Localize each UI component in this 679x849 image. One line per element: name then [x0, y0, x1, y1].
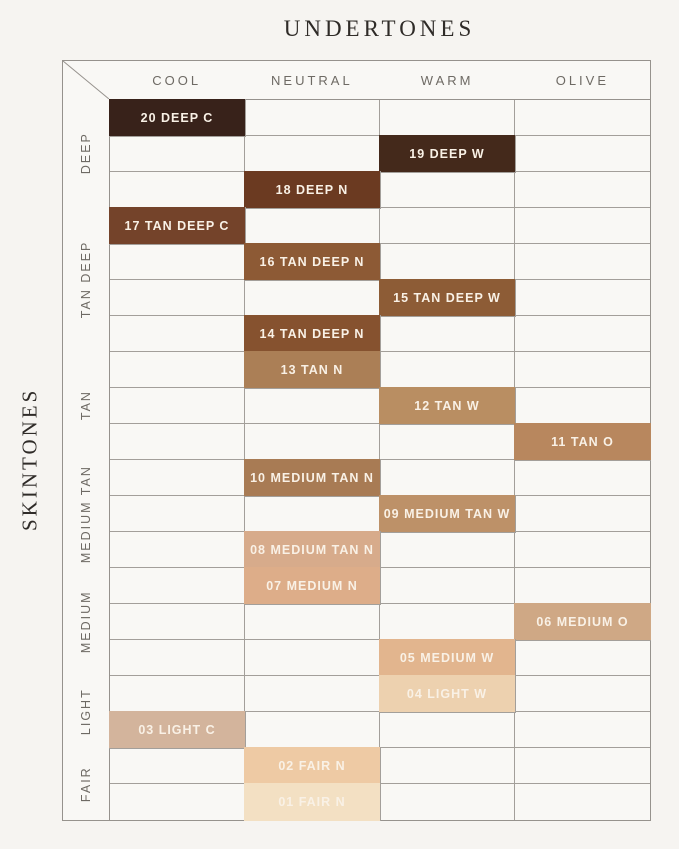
empty-cell [515, 352, 650, 388]
shade-cell-12-tan-w: 12 TAN W [379, 387, 516, 425]
empty-cell [380, 748, 515, 784]
empty-cell [380, 352, 515, 388]
empty-cell [380, 604, 515, 640]
empty-cell [110, 604, 245, 640]
empty-cell [110, 568, 245, 604]
empty-cell [245, 388, 380, 424]
empty-cell [515, 316, 650, 352]
empty-cell [515, 388, 650, 424]
shade-cell-05-medium-w: 05 MEDIUM W [379, 639, 516, 677]
shade-cell-20-deep-c: 20 DEEP C [109, 99, 246, 137]
shade-cell-17-tan-deep-c: 17 TAN DEEP C [109, 207, 246, 245]
empty-cell [515, 460, 650, 496]
shade-cell-matrix: 20 DEEP C 19 DEEP W 18 DEEP N 17 TAN DEEP C… [109, 99, 651, 821]
skintone-group-medium-tan: MEDIUM TAN [79, 464, 93, 563]
empty-cell [380, 244, 515, 280]
shade-cell-07-medium-n: 07 MEDIUM N [244, 567, 381, 605]
empty-cell [110, 136, 245, 172]
empty-cell [110, 532, 245, 568]
shade-cell-18-deep-n: 18 DEEP N [244, 171, 381, 209]
empty-cell [380, 100, 515, 136]
empty-cell [110, 748, 245, 784]
empty-cell [110, 496, 245, 532]
empty-cell [110, 640, 245, 676]
shade-cell-06-medium-o: 06 MEDIUM O [514, 603, 651, 641]
empty-cell [515, 640, 650, 676]
empty-cell [110, 280, 245, 316]
empty-cell [245, 208, 380, 244]
empty-cell [515, 244, 650, 280]
empty-cell [515, 676, 650, 712]
skintone-group-deep: DEEP [79, 132, 93, 175]
empty-cell [380, 172, 515, 208]
shade-grid: COOL NEUTRAL WARM OLIVE DEEP TAN DEEP TAN MEDI… [62, 60, 651, 821]
skintone-group-tan: TAN [79, 390, 93, 421]
undertone-header-row: COOL NEUTRAL WARM OLIVE [109, 61, 650, 99]
undertone-header-olive: OLIVE [555, 72, 610, 88]
empty-cell [380, 208, 515, 244]
shade-cell-13-tan-n: 13 TAN N [244, 351, 381, 389]
empty-cell [515, 568, 650, 604]
corner-diagonal-line [63, 61, 109, 99]
empty-cell [380, 424, 515, 460]
empty-cell [245, 676, 380, 712]
empty-cell [380, 712, 515, 748]
empty-cell [110, 424, 245, 460]
shade-cell-01-fair-n: 01 FAIR N [244, 783, 381, 821]
empty-cell [110, 460, 245, 496]
shade-cell-08-medium-tan-n: 08 MEDIUM TAN N [244, 531, 381, 569]
skintone-group-medium: MEDIUM [79, 590, 93, 654]
undertone-header-neutral: NEUTRAL [271, 72, 353, 88]
empty-cell [515, 208, 650, 244]
empty-cell [380, 532, 515, 568]
shade-cell-03-light-c: 03 LIGHT C [109, 711, 246, 749]
shade-cell-19-deep-w: 19 DEEP W [379, 135, 516, 173]
empty-cell [515, 748, 650, 784]
empty-cell [110, 352, 245, 388]
empty-cell [110, 388, 245, 424]
shade-cell-10-medium-tan-n: 10 MEDIUM TAN N [244, 459, 381, 497]
empty-cell [245, 280, 380, 316]
empty-cell [245, 496, 380, 532]
empty-cell [515, 100, 650, 136]
empty-cell [515, 784, 650, 820]
shade-cell-04-light-w: 04 LIGHT W [379, 675, 516, 713]
empty-cell [245, 640, 380, 676]
shade-cell-14-tan-deep-n: 14 TAN DEEP N [244, 315, 381, 353]
undertones-title: UNDERTONES [283, 16, 476, 41]
empty-cell [110, 244, 245, 280]
empty-cell [515, 172, 650, 208]
empty-cell [245, 136, 380, 172]
empty-cell [515, 712, 650, 748]
empty-cell [110, 172, 245, 208]
empty-cell [380, 568, 515, 604]
skintone-group-light: LIGHT [79, 688, 93, 736]
shade-cell-02-fair-n: 02 FAIR N [244, 747, 381, 785]
empty-cell [110, 316, 245, 352]
empty-cell [380, 316, 515, 352]
undertone-header-warm: WARM [420, 72, 474, 88]
skintone-group-fair: FAIR [79, 766, 93, 802]
empty-cell [515, 532, 650, 568]
empty-cell [515, 136, 650, 172]
undertone-header-cool: COOL [152, 72, 202, 88]
skintone-group-column: DEEP TAN DEEP TAN MEDIUM TAN MEDIUM LIGHT FAIR [63, 99, 109, 820]
empty-cell [380, 460, 515, 496]
shade-cell-11-tan-o: 11 TAN O [514, 423, 651, 461]
empty-cell [245, 100, 380, 136]
skintones-label: SKINTONES [17, 387, 42, 531]
empty-cell [380, 784, 515, 820]
empty-cell [110, 676, 245, 712]
shade-cell-15-tan-deep-w: 15 TAN DEEP W [379, 279, 516, 317]
empty-cell [245, 424, 380, 460]
empty-cell [245, 712, 380, 748]
empty-cell [245, 604, 380, 640]
shade-cell-09-medium-tan-w: 09 MEDIUM TAN W [379, 495, 516, 533]
empty-cell [515, 496, 650, 532]
empty-cell [110, 784, 245, 820]
shade-cell-16-tan-deep-n: 16 TAN DEEP N [244, 243, 381, 281]
skintone-group-tan-deep: TAN DEEP [79, 240, 93, 319]
empty-cell [515, 280, 650, 316]
